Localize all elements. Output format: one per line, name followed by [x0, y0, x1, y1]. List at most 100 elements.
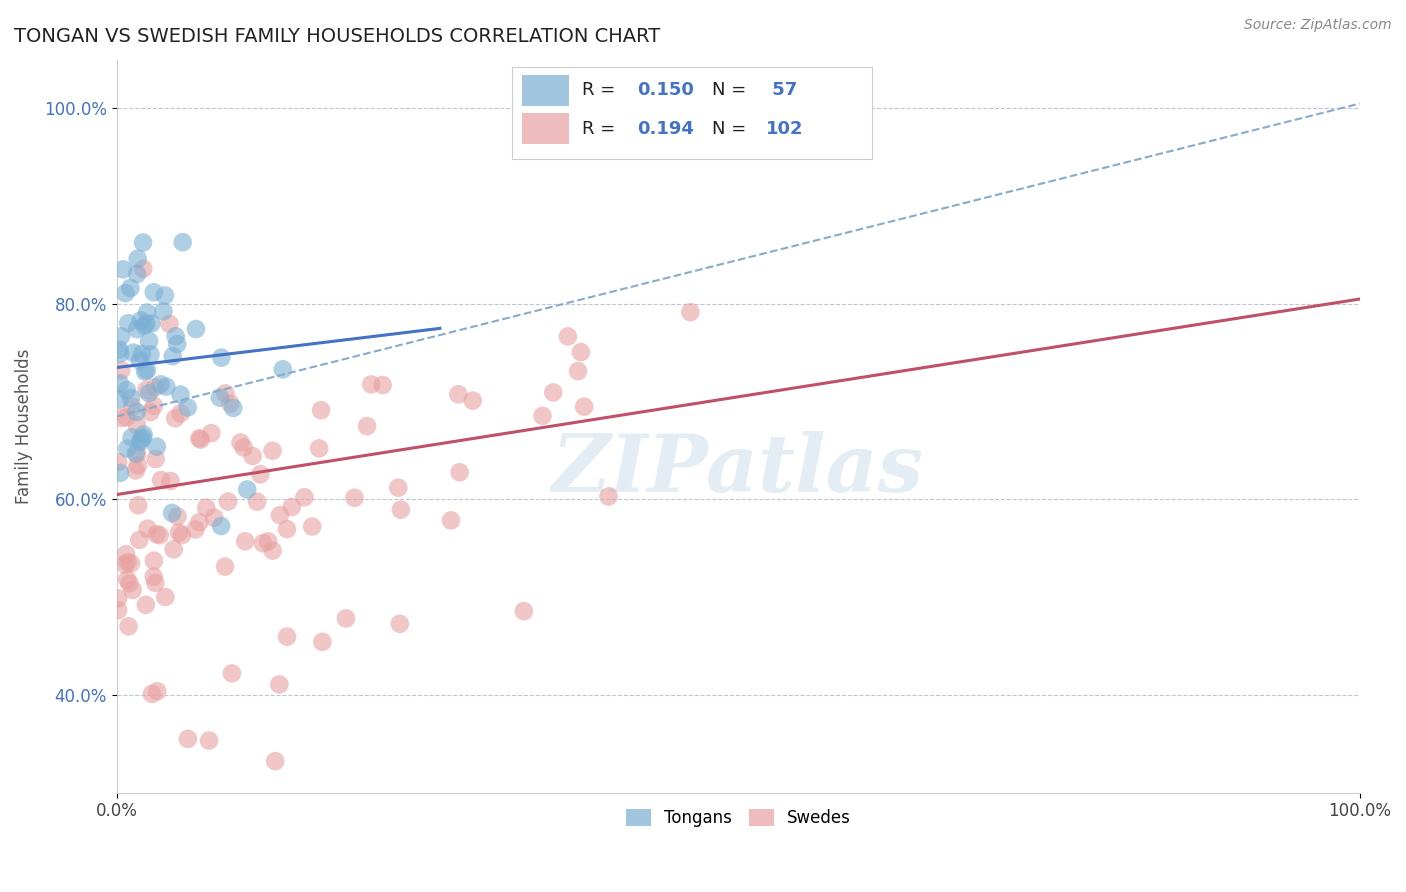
Point: [217, 494, 239, 508]
Point: [569, 345, 592, 359]
Text: Source: ZipAtlas.com: Source: ZipAtlas.com: [1244, 18, 1392, 32]
Point: [145, 440, 167, 454]
Point: [461, 393, 484, 408]
Point: [125, 405, 148, 419]
Point: [129, 313, 152, 327]
Text: N =: N =: [711, 81, 752, 99]
Y-axis label: Family Households: Family Households: [15, 349, 32, 504]
Point: [136, 305, 159, 319]
FancyBboxPatch shape: [522, 75, 569, 106]
Point: [110, 329, 132, 343]
Point: [166, 509, 188, 524]
Point: [276, 522, 298, 536]
Point: [136, 522, 159, 536]
Point: [143, 380, 166, 394]
Point: [114, 558, 136, 572]
Point: [513, 604, 536, 618]
Point: [388, 616, 411, 631]
Point: [129, 353, 152, 368]
Point: [129, 434, 152, 449]
Point: [125, 446, 148, 460]
Point: [110, 363, 132, 377]
Text: 0.150: 0.150: [637, 81, 695, 99]
Point: [127, 498, 149, 512]
Point: [281, 500, 304, 514]
Point: [222, 401, 245, 415]
Point: [176, 401, 198, 415]
Point: [209, 351, 232, 365]
Point: [108, 392, 131, 407]
Point: [118, 576, 141, 591]
Point: [335, 611, 357, 625]
Point: [146, 684, 169, 698]
Point: [309, 403, 332, 417]
Point: [112, 262, 135, 277]
Point: [531, 409, 554, 423]
Point: [107, 455, 129, 469]
Point: [107, 591, 129, 606]
Point: [311, 635, 333, 649]
Point: [262, 443, 284, 458]
Point: [165, 411, 187, 425]
Point: [308, 442, 330, 456]
Point: [117, 555, 139, 569]
Point: [184, 322, 207, 336]
Point: [160, 506, 183, 520]
Point: [169, 406, 191, 420]
Text: 0.194: 0.194: [637, 120, 695, 137]
Point: [111, 411, 134, 425]
Point: [221, 666, 243, 681]
Point: [262, 543, 284, 558]
Point: [139, 405, 162, 419]
Text: ZIPatlas: ZIPatlas: [553, 432, 924, 508]
Point: [155, 379, 177, 393]
Text: 57: 57: [765, 81, 797, 99]
Point: [120, 391, 142, 405]
Point: [132, 261, 155, 276]
Point: [125, 418, 148, 433]
Point: [184, 522, 207, 536]
Point: [117, 619, 139, 633]
Point: [202, 510, 225, 524]
Point: [269, 677, 291, 691]
Point: [135, 383, 157, 397]
Point: [125, 463, 148, 477]
Text: 102: 102: [765, 120, 803, 137]
Text: R =: R =: [582, 81, 620, 99]
Point: [136, 363, 159, 377]
Point: [163, 542, 186, 557]
Point: [242, 449, 264, 463]
Point: [177, 731, 200, 746]
Point: [233, 534, 256, 549]
Point: [127, 458, 149, 473]
Point: [541, 385, 564, 400]
Point: [188, 431, 211, 445]
Point: [127, 447, 149, 461]
Point: [271, 362, 294, 376]
Point: [236, 483, 259, 497]
Point: [159, 317, 181, 331]
Text: N =: N =: [711, 120, 752, 137]
Point: [145, 452, 167, 467]
FancyBboxPatch shape: [512, 67, 872, 159]
Point: [108, 466, 131, 480]
Point: [120, 281, 142, 295]
Point: [200, 426, 222, 441]
Point: [129, 433, 152, 447]
Point: [567, 364, 589, 378]
Point: [114, 286, 136, 301]
Point: [219, 396, 242, 410]
Legend: Tongans, Swedes: Tongans, Swedes: [617, 801, 859, 836]
Point: [141, 687, 163, 701]
Point: [166, 337, 188, 351]
Point: [120, 557, 142, 571]
Point: [162, 349, 184, 363]
Point: [169, 387, 191, 401]
Point: [135, 598, 157, 612]
Point: [159, 474, 181, 488]
Point: [139, 347, 162, 361]
Point: [152, 304, 174, 318]
Point: [149, 377, 172, 392]
Point: [198, 733, 221, 747]
Point: [115, 547, 138, 561]
